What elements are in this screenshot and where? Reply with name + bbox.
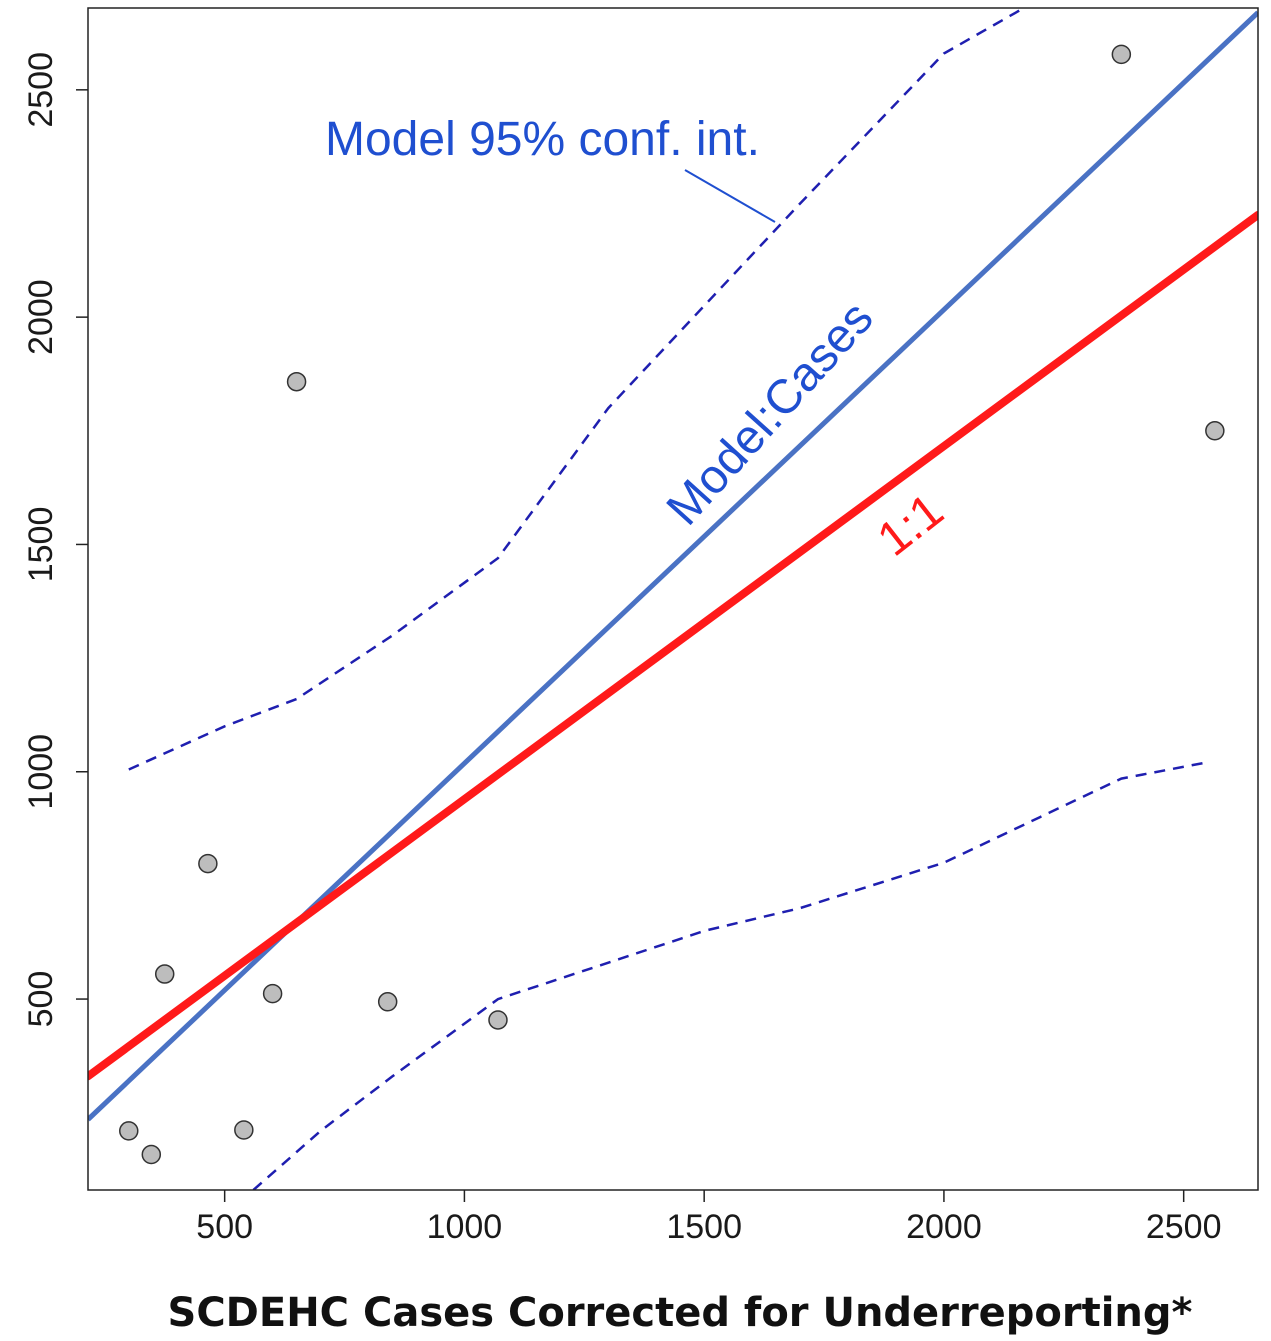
conf-int-upper-line xyxy=(128,8,1027,771)
x-tick-label-1000: 1000 xyxy=(427,1208,503,1246)
data-point-9 xyxy=(488,1010,508,1030)
data-point-1 xyxy=(119,1121,139,1141)
y-tick-label-1500: 1500 xyxy=(22,507,60,583)
annotation-conf-int: Model 95% conf. int. xyxy=(325,113,760,166)
y-tick-label-500: 500 xyxy=(22,971,60,1028)
conf-int-lower-line xyxy=(252,760,1211,1190)
x-tick-label-1500: 1500 xyxy=(666,1208,742,1246)
y-tick-label-2500: 2500 xyxy=(22,52,60,128)
plot-layer xyxy=(88,8,1258,1190)
y-tick-label-1000: 1000 xyxy=(22,734,60,810)
data-point-8 xyxy=(377,992,398,1012)
x-tick-label-500: 500 xyxy=(196,1208,253,1246)
data-point-10 xyxy=(1111,44,1132,65)
data-point-2 xyxy=(141,1144,162,1165)
plot-frame xyxy=(87,7,1259,1191)
one-to-one-line xyxy=(88,210,1258,1081)
data-point-6 xyxy=(262,983,283,1004)
axes-layer: 500 1000 1500 2000 2500 500 1000 1500 2000 2500 xyxy=(22,7,1259,1246)
model-cases-line xyxy=(88,10,1258,1122)
x-tick-label-2500: 2500 xyxy=(1146,1208,1222,1246)
data-point-11 xyxy=(1205,421,1225,441)
y-tick-label-2000: 2000 xyxy=(22,279,60,355)
data-point-4 xyxy=(198,853,218,874)
data-point-5 xyxy=(234,1120,254,1140)
x-tick-label-2000: 2000 xyxy=(906,1208,982,1246)
annotation-model-cases: Model:Cases xyxy=(657,292,884,536)
plot-inner xyxy=(88,8,1258,1190)
conf-int-pointer-line xyxy=(684,169,776,223)
data-point-7 xyxy=(286,371,307,392)
x-axis-title: SCDEHC Cases Corrected for Underreportin… xyxy=(168,1290,1193,1336)
data-point-3 xyxy=(154,964,175,984)
